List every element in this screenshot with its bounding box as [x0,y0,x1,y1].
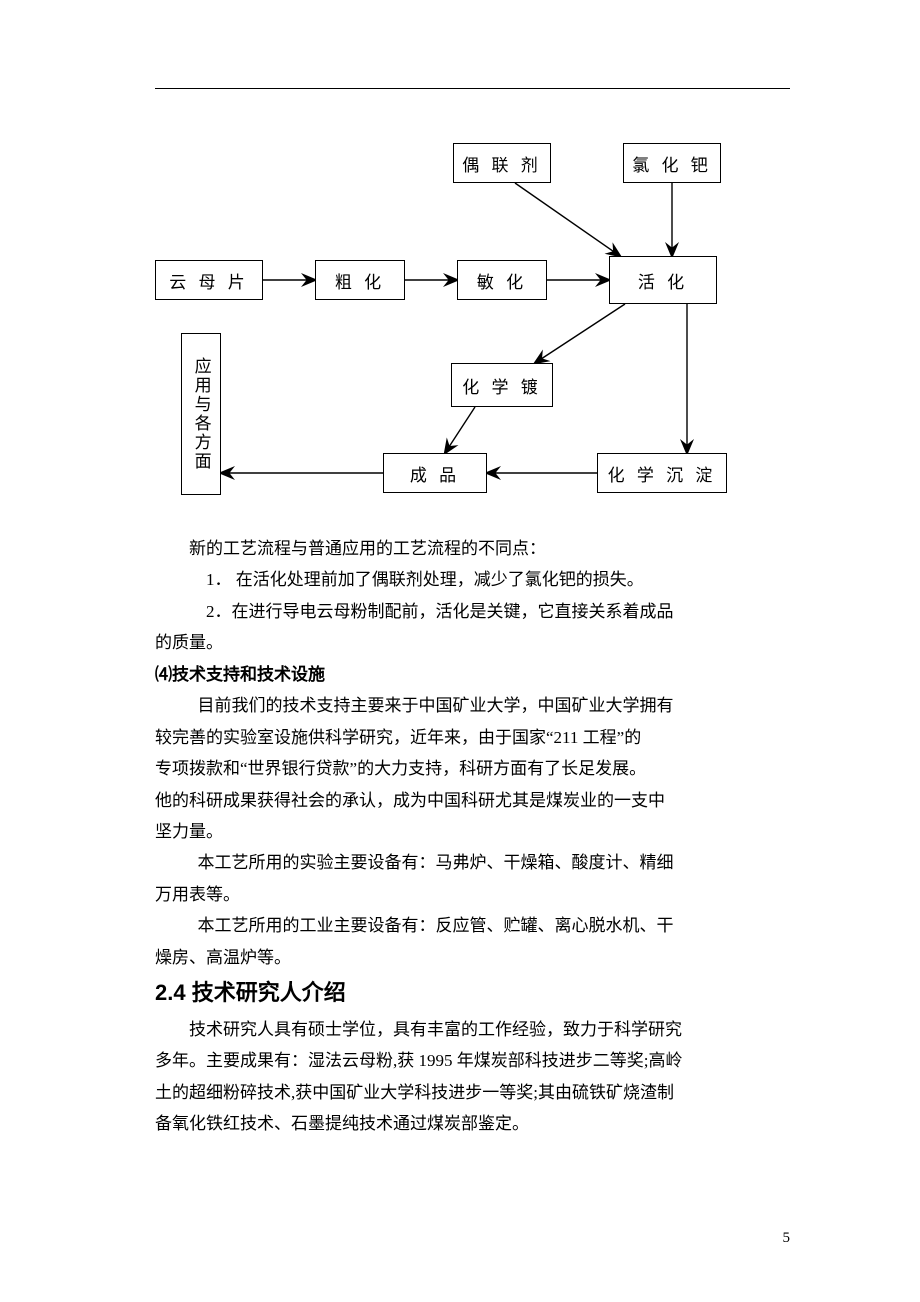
flowchart-node-n10: 应用与各方面 [181,333,221,495]
paragraph-cont: 备氧化铁红技术、石墨提纯技术通过煤炭部鉴定。 [155,1108,790,1139]
flowchart-node-n8: 化 学 沉 淀 [597,453,727,493]
list-item: 2．在进行导电云母粉制配前，活化是关键，它直接关系着成品 [155,596,790,627]
flowchart-node-n9: 成 品 [383,453,487,493]
edge-n1-n6 [515,183,620,256]
list-item: 1． 在活化处理前加了偶联剂处理，减少了氯化钯的损失。 [155,564,790,595]
paragraph: 本工艺所用的实验主要设备有：马弗炉、干燥箱、酸度计、精细 [155,847,790,878]
edge-n6-n7 [535,304,625,363]
header-rule [155,88,790,89]
paragraph: 新的工艺流程与普通应用的工艺流程的不同点： [155,533,790,564]
paragraph-cont: 较完善的实验室设施供科学研究，近年来，由于国家“211 工程”的 [155,722,790,753]
subsection-heading: ⑷技术支持和技术设施 [155,659,790,690]
flowchart-node-n3: 云 母 片 [155,260,263,300]
paragraph-cont: 土的超细粉碎技术,获中国矿业大学科技进步一等奖;其由硫铁矿烧渣制 [155,1077,790,1108]
flowchart-node-n1: 偶 联 剂 [453,143,551,183]
edge-n7-n9 [445,407,475,453]
paragraph-cont: 万用表等。 [155,879,790,910]
page-number: 5 [783,1230,791,1247]
process-flowchart: 偶 联 剂 氯 化 钯云 母 片 粗 化 敏 化 活 化化 学 镀化 学 沉 淀 成 品 应… [155,143,790,523]
paragraph-cont: 他的科研成果获得社会的承认，成为中国科研尤其是煤炭业的一支中 [155,785,790,816]
flowchart-node-n6: 活 化 [609,256,717,304]
flowchart-node-n7: 化 学 镀 [451,363,553,407]
list-item-cont: 的质量。 [155,627,790,658]
paragraph-cont: 专项拨款和“世界银行贷款”的大力支持，科研方面有了长足发展。 [155,753,790,784]
paragraph-cont: 多年。主要成果有：湿法云母粉,获 1995 年煤炭部科技进步二等奖;高岭 [155,1045,790,1076]
paragraph-cont: 坚力量。 [155,816,790,847]
flowchart-node-n5: 敏 化 [457,260,547,300]
section-heading: 2.4 技术研究人介绍 [155,973,790,1014]
paragraph-cont: 燥房、高温炉等。 [155,942,790,973]
flowchart-node-n2: 氯 化 钯 [623,143,721,183]
paragraph: 技术研究人具有硕士学位，具有丰富的工作经验，致力于科学研究 [155,1014,790,1045]
paragraph: 本工艺所用的工业主要设备有：反应管、贮罐、离心脱水机、干 [155,910,790,941]
document-page: 偶 联 剂 氯 化 钯云 母 片 粗 化 敏 化 活 化化 学 镀化 学 沉 淀 成 品 应… [0,0,920,1302]
flowchart-node-n4: 粗 化 [315,260,405,300]
paragraph: 目前我们的技术支持主要来于中国矿业大学，中国矿业大学拥有 [155,690,790,721]
body-text: 新的工艺流程与普通应用的工艺流程的不同点： 1． 在活化处理前加了偶联剂处理，减… [155,533,790,1140]
